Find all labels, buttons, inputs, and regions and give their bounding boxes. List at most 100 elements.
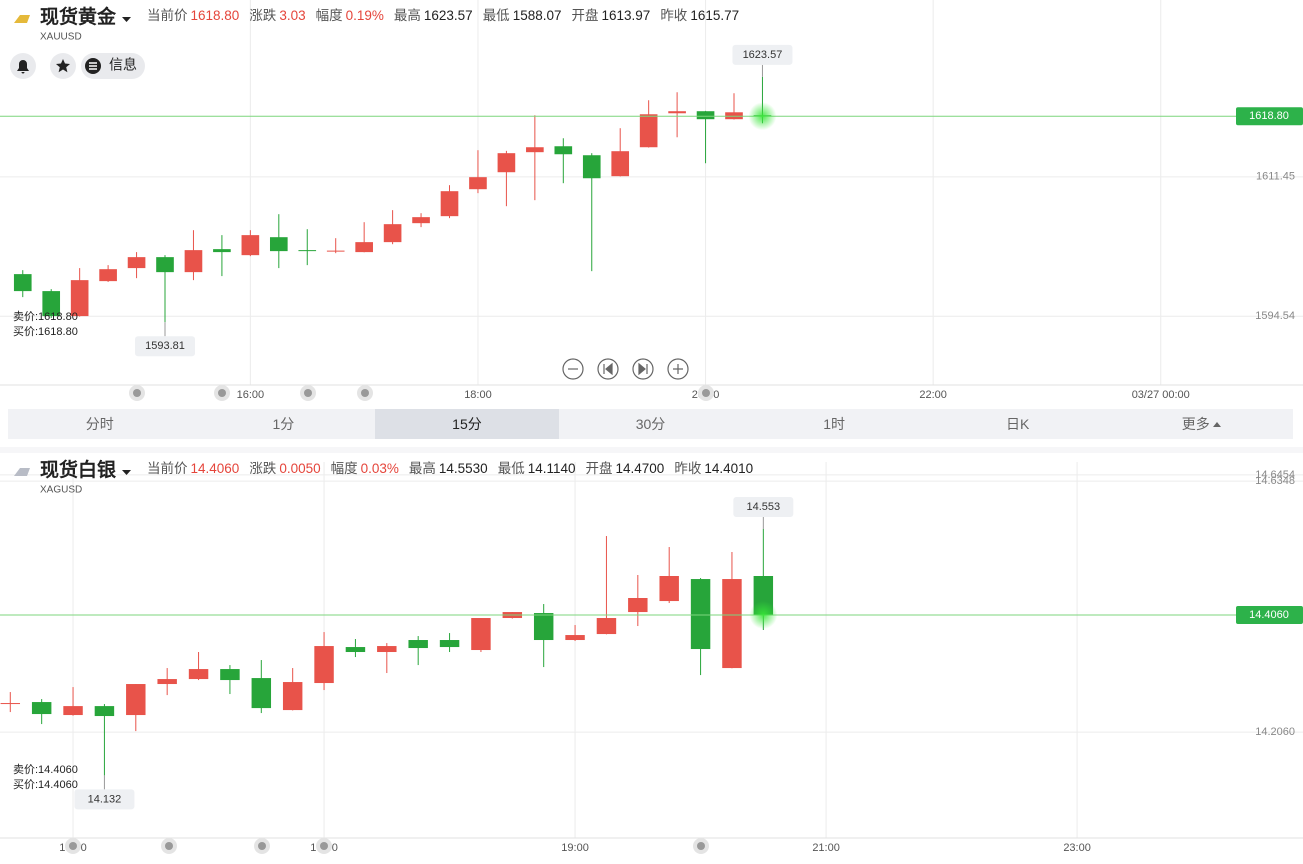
- extreme-label-bg: [733, 497, 794, 518]
- stat-value: 1615.77: [690, 8, 739, 23]
- candle-body: [126, 684, 146, 716]
- candle-body: [582, 155, 601, 179]
- stat-label: 幅度: [331, 461, 358, 476]
- period-tab[interactable]: 更多: [1109, 409, 1293, 439]
- stat-label: 涨跌: [249, 8, 276, 23]
- period-tab[interactable]: 15分: [375, 409, 559, 439]
- candle-body: [722, 579, 742, 669]
- bid-label: 卖价:1618.80: [13, 310, 78, 323]
- stat-value: 1623.57: [424, 8, 473, 23]
- candle-body: [251, 678, 272, 709]
- title-caret[interactable]: [122, 470, 131, 475]
- candle-body: [565, 635, 585, 641]
- go-first[interactable]: [597, 358, 619, 380]
- candle-body: [241, 235, 260, 256]
- candle-body: [439, 640, 460, 648]
- bell-icon: [17, 60, 29, 74]
- candle-body: [554, 146, 573, 155]
- symbol-icon: [14, 468, 30, 476]
- stat-label: 最低: [498, 461, 526, 476]
- candle-body: [383, 224, 402, 243]
- zoom-controls: [562, 358, 689, 380]
- stat-value: 14.4700: [616, 461, 665, 476]
- candle-body: [440, 191, 459, 217]
- zoom-in[interactable]: [667, 358, 689, 380]
- candle-body: [63, 706, 83, 716]
- title-caret[interactable]: [122, 17, 131, 22]
- instrument-title: 现货白银: [40, 458, 117, 481]
- candle-body: [412, 217, 430, 224]
- stat-label: 昨收: [674, 461, 702, 476]
- period-tab[interactable]: 日K: [1006, 416, 1030, 432]
- y-tick-label: 1611.45: [1256, 171, 1295, 183]
- info-label: 信息: [109, 57, 137, 73]
- zoom-out[interactable]: [562, 358, 584, 380]
- period-tab[interactable]: 30分: [635, 416, 666, 432]
- nav-dot-inner: [258, 842, 266, 850]
- period-tab[interactable]: 1分: [272, 416, 295, 432]
- stat-label: 昨收: [660, 8, 688, 23]
- stat-label: 当前价: [147, 7, 188, 23]
- nav-dot-inner: [697, 842, 705, 850]
- stat-value: 3.03: [279, 8, 305, 23]
- stat-value: 14.5530: [439, 461, 488, 476]
- candle-body: [184, 250, 203, 273]
- candle-body: [127, 257, 146, 269]
- nav-dot-inner: [218, 389, 226, 397]
- price-glow: [748, 102, 777, 131]
- x-tick-label: 03/27 00:00: [1132, 389, 1190, 401]
- candle-body: [408, 640, 428, 649]
- x-tick-label: 16:00: [237, 389, 265, 401]
- stat-value: 14.4010: [704, 461, 753, 476]
- candle-body: [471, 618, 491, 651]
- candle-body: [345, 647, 366, 653]
- candle-body: [269, 237, 288, 252]
- nav-dot-inner: [165, 842, 173, 850]
- candle-body: [70, 280, 89, 317]
- nav-dot-inner: [304, 389, 312, 397]
- period-tab[interactable]: 1时: [823, 416, 845, 432]
- symbol-code: XAUUSD: [40, 32, 82, 43]
- symbol-code: XAGUSD: [40, 485, 82, 496]
- candle-body: [220, 669, 240, 681]
- period-tab[interactable]: 分时: [85, 416, 114, 432]
- info-icon-lines: [89, 62, 97, 70]
- nav-dot-inner: [320, 842, 328, 850]
- candle-body: [156, 257, 174, 273]
- period-tabs: 分时 1分 15分 30分 1时 日K 更多: [8, 409, 1293, 439]
- candle-body: [628, 598, 648, 613]
- nav-dot-inner: [702, 389, 710, 397]
- candle-body: [659, 575, 679, 602]
- candle-body: [31, 702, 52, 715]
- x-tick-label: 21:00: [812, 842, 840, 854]
- candle-body: [355, 242, 373, 253]
- candle-body: [497, 153, 516, 173]
- candle-body: [298, 250, 317, 252]
- go-last[interactable]: [632, 358, 654, 380]
- candle-body: [314, 646, 334, 684]
- candle-body: [213, 249, 231, 253]
- stat-label: 最高: [409, 460, 436, 476]
- candle-body: [94, 706, 115, 717]
- ask-label: 买价:1618.80: [13, 325, 78, 338]
- candle-body: [533, 613, 554, 641]
- y-tick-label: 14.6454: [1255, 469, 1295, 481]
- candle-body: [690, 579, 711, 650]
- candle-body: [611, 151, 630, 177]
- stat-value: 0.03%: [361, 461, 399, 476]
- nav-dot-inner: [361, 389, 369, 397]
- candle-body: [282, 682, 303, 711]
- stat-value: 0.0050: [279, 461, 320, 476]
- stat-value: 1618.80: [191, 8, 240, 23]
- extreme-label: 14.553: [746, 501, 780, 513]
- stat-value: 1588.07: [513, 8, 562, 23]
- candle-body: [668, 111, 686, 114]
- candle-body: [326, 250, 345, 252]
- extreme-label-bg: [74, 789, 135, 810]
- candle-body: [188, 669, 209, 680]
- candle-body: [696, 111, 715, 120]
- extreme-label: 1593.81: [145, 340, 185, 352]
- symbol-icon: [14, 15, 30, 23]
- candle-body: [0, 703, 21, 705]
